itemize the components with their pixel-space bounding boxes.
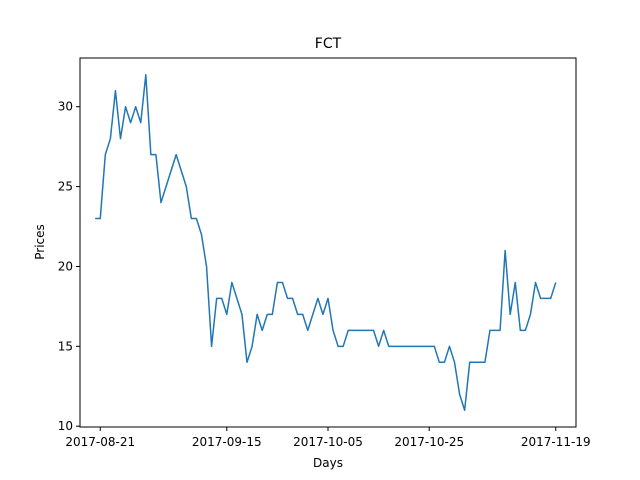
y-tick-label: 20	[58, 259, 73, 273]
x-tick-label: 2017-11-19	[521, 435, 591, 449]
y-tick-label: 25	[58, 180, 73, 194]
plot-frame	[79, 57, 577, 428]
x-tick-label: 2017-09-15	[192, 435, 262, 449]
x-tick-label: 2017-10-25	[394, 435, 464, 449]
x-tick-label: 2017-08-21	[65, 435, 135, 449]
x-axis-label: Days	[313, 456, 343, 470]
y-tick-label: 10	[58, 419, 73, 433]
y-tick-label: 15	[58, 339, 73, 353]
y-axis: 10 15 20 25 30	[58, 100, 80, 433]
x-tick-label: 2017-10-05	[293, 435, 363, 449]
y-axis-label: Prices	[33, 224, 47, 260]
plot-area	[95, 74, 557, 411]
x-axis: 2017-08-21 2017-09-15 2017-10-05 2017-10-25…	[65, 427, 591, 449]
y-tick-label: 30	[58, 100, 73, 114]
chart-title: FCT	[315, 36, 342, 52]
series-line-0	[95, 74, 557, 411]
